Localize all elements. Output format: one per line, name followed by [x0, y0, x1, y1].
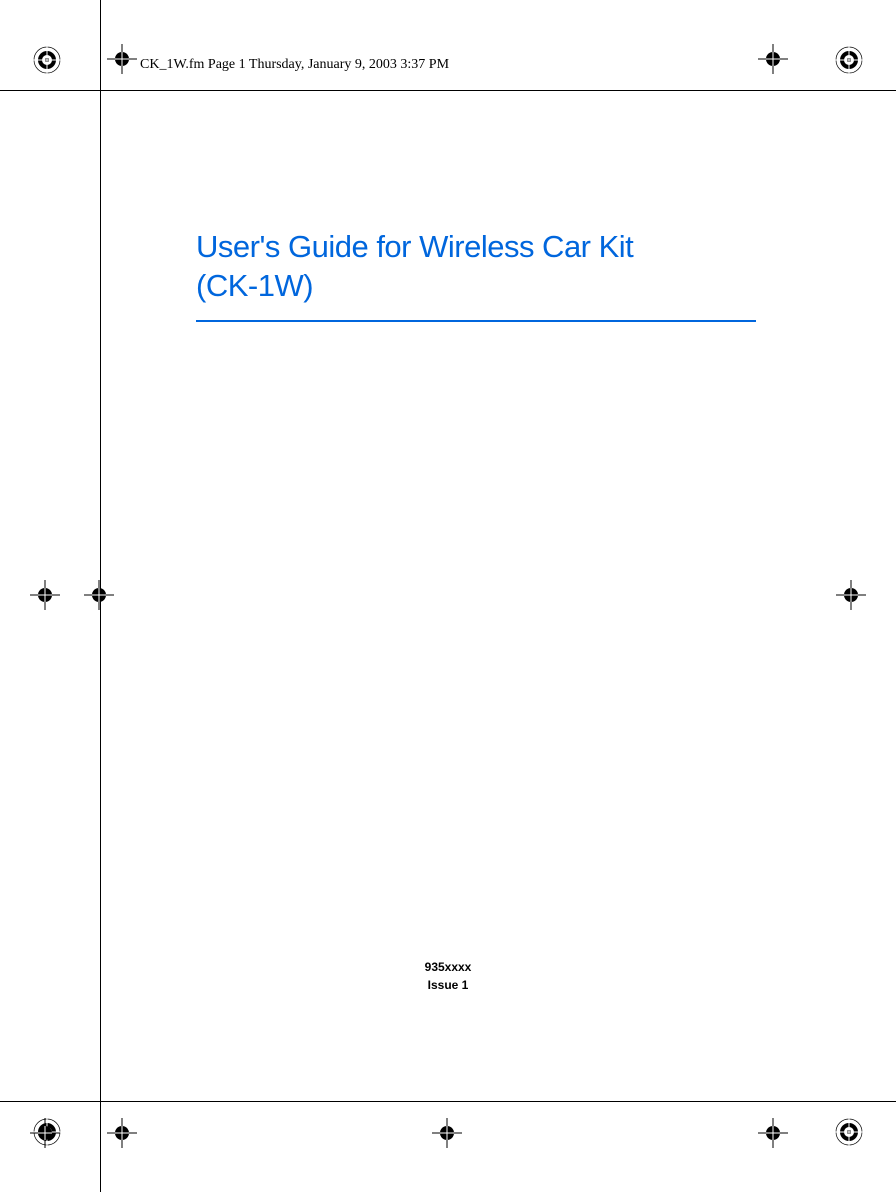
title-block: User's Guide for Wireless Car Kit (CK-1W… — [196, 228, 756, 322]
crosshair-icon — [30, 580, 60, 610]
crosshair-icon — [836, 580, 866, 610]
doc-number: 935xxxx — [0, 958, 896, 976]
crosshair-icon — [432, 1118, 462, 1148]
footer-block: 935xxxx Issue 1 — [0, 958, 896, 994]
crop-line-top — [0, 90, 896, 91]
title-underline — [196, 320, 756, 322]
title-line-1: User's Guide for Wireless Car Kit — [196, 229, 633, 264]
crosshair-icon — [107, 44, 137, 74]
crosshair-icon — [107, 1118, 137, 1148]
registration-mark-icon — [834, 1117, 864, 1147]
issue-number: Issue 1 — [0, 976, 896, 994]
title-line-2: (CK-1W) — [196, 268, 313, 303]
crosshair-icon — [30, 1118, 60, 1148]
crop-line-bottom — [0, 1101, 896, 1102]
crosshair-icon — [758, 44, 788, 74]
page-header-text: CK_1W.fm Page 1 Thursday, January 9, 200… — [140, 57, 449, 73]
document-title: User's Guide for Wireless Car Kit (CK-1W… — [196, 228, 756, 306]
crosshair-icon — [758, 1118, 788, 1148]
registration-mark-icon — [32, 45, 62, 75]
crosshair-icon — [84, 580, 114, 610]
registration-mark-icon — [834, 45, 864, 75]
